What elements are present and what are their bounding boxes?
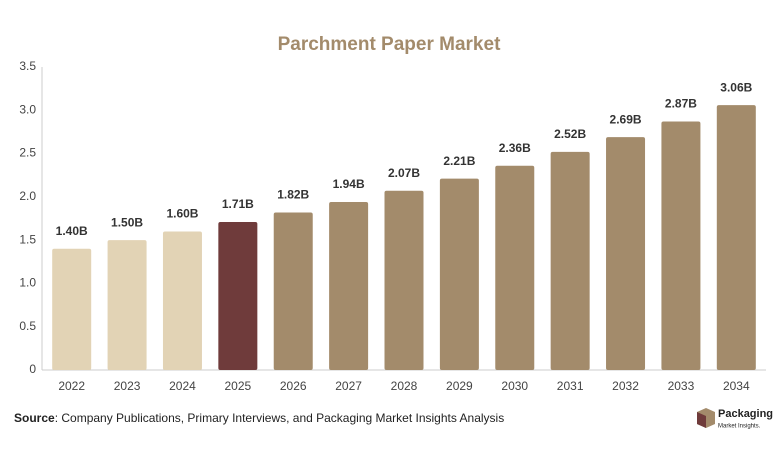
y-tick-label: 1.0 xyxy=(19,276,36,290)
logo-title: Packaging xyxy=(718,408,773,420)
chart-title: Parchment Paper Market xyxy=(278,34,501,55)
value-label: 1.40B xyxy=(56,224,88,238)
x-tick-label: 2031 xyxy=(557,379,584,393)
y-tick-label: 3.5 xyxy=(19,59,36,73)
bar xyxy=(273,212,313,370)
bar xyxy=(384,190,424,370)
bar xyxy=(52,248,92,370)
bar xyxy=(107,240,147,370)
x-tick-label: 2032 xyxy=(612,379,639,393)
source-text: : Company Publications, Primary Intervie… xyxy=(55,411,505,425)
value-label: 2.21B xyxy=(443,154,475,168)
x-tick-label: 2022 xyxy=(58,379,85,393)
logo-icon-side xyxy=(697,412,706,428)
logo: Packaging Market Insights. xyxy=(697,408,773,430)
x-tick-label: 2030 xyxy=(501,379,528,393)
x-tick-label: 2027 xyxy=(335,379,362,393)
value-label: 2.69B xyxy=(610,112,642,126)
y-tick-label: 3.0 xyxy=(19,102,36,116)
bar xyxy=(716,105,756,370)
bar xyxy=(606,137,646,370)
bar xyxy=(439,178,479,370)
bar xyxy=(495,165,535,370)
x-tick-label: 2023 xyxy=(114,379,141,393)
value-label: 1.71B xyxy=(222,197,254,211)
bar xyxy=(329,202,369,370)
bar xyxy=(550,151,590,370)
logo-subtitle: Market Insights. xyxy=(718,424,761,430)
y-tick-label: 0.5 xyxy=(19,319,36,333)
x-tick-label: 2033 xyxy=(668,379,695,393)
value-label: 2.87B xyxy=(665,97,697,111)
bar xyxy=(162,231,202,370)
x-tick-label: 2029 xyxy=(446,379,473,393)
value-label: 2.36B xyxy=(499,141,531,155)
value-label: 1.94B xyxy=(333,177,365,191)
source-note: Source: Company Publications, Primary In… xyxy=(14,411,504,425)
value-label: 1.50B xyxy=(111,215,143,229)
y-tick-label: 2.0 xyxy=(19,189,36,203)
x-tick-label: 2026 xyxy=(280,379,307,393)
value-label: 2.52B xyxy=(554,127,586,141)
value-label: 1.82B xyxy=(277,188,309,202)
x-tick-label: 2034 xyxy=(723,379,750,393)
value-label: 3.06B xyxy=(720,80,752,94)
bar xyxy=(661,121,701,370)
source-label: Source xyxy=(14,411,55,425)
x-tick-label: 2024 xyxy=(169,379,196,393)
y-tick-label: 2.5 xyxy=(19,146,36,160)
value-label: 1.60B xyxy=(166,207,198,221)
y-tick-label: 1.5 xyxy=(19,232,36,246)
y-tick-label: 0 xyxy=(29,362,36,376)
bar xyxy=(218,221,258,370)
value-label: 2.07B xyxy=(388,166,420,180)
x-tick-label: 2025 xyxy=(224,379,251,393)
x-tick-label: 2028 xyxy=(391,379,418,393)
